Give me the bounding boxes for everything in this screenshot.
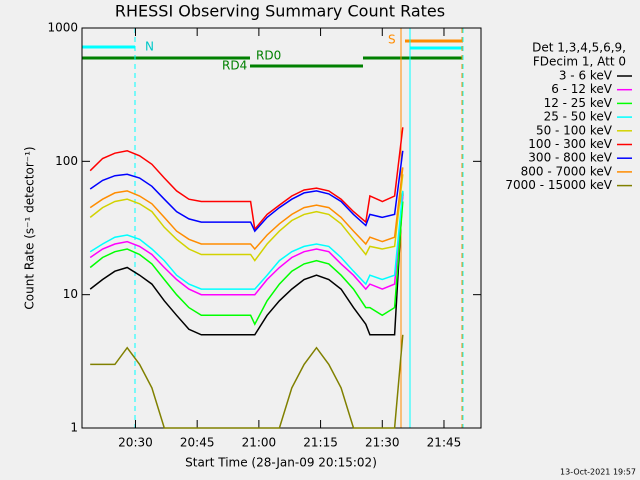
x-tick-label: 21:45 bbox=[427, 436, 462, 450]
x-tick-label: 20:30 bbox=[118, 436, 153, 450]
series-line bbox=[89, 174, 404, 262]
y-tick-label: 100 bbox=[55, 154, 78, 168]
legend-label: 3 - 6 keV bbox=[559, 69, 613, 83]
legend-label: 25 - 50 keV bbox=[544, 110, 613, 124]
y-tick-label: 1000 bbox=[47, 21, 78, 35]
y-tick-label: 10 bbox=[63, 287, 78, 301]
chart-title: RHESSI Observing Summary Count Rates bbox=[115, 2, 445, 21]
x-tick-label: 20:45 bbox=[180, 436, 215, 450]
legend-label: 100 - 300 keV bbox=[528, 137, 612, 151]
x-tick-label: 21:00 bbox=[242, 436, 277, 450]
series-line bbox=[89, 190, 404, 290]
state-bars: N RD0 RD4 S bbox=[81, 28, 464, 428]
series-line bbox=[89, 190, 404, 336]
legend-label: 50 - 100 keV bbox=[536, 123, 613, 137]
annotation: RD0 bbox=[256, 49, 281, 63]
series-line bbox=[89, 195, 404, 296]
footer: 13-Oct-2021 19:57 bbox=[560, 468, 636, 477]
legend-label: 800 - 7000 keV bbox=[521, 164, 613, 178]
series-line bbox=[89, 127, 404, 231]
series-line bbox=[89, 150, 404, 233]
series-line bbox=[90, 334, 404, 429]
legend-label: 12 - 25 keV bbox=[544, 96, 613, 110]
x-tick-label: 21:30 bbox=[365, 436, 400, 450]
series-line bbox=[89, 167, 404, 251]
x-axis-label: Start Time (28-Jan-09 20:15:02) bbox=[185, 456, 377, 470]
y-tick-label: 1 bbox=[70, 421, 78, 435]
legend-label: 7000 - 15000 keV bbox=[505, 178, 612, 192]
plot-frame bbox=[81, 27, 482, 429]
legend-header: FDecim 1, Att 0 bbox=[533, 55, 626, 69]
legend-label: 6 - 12 keV bbox=[551, 82, 613, 96]
x-tick-label: 21:15 bbox=[303, 436, 338, 450]
annotation: RD4 bbox=[222, 59, 247, 73]
annotation: N bbox=[145, 40, 154, 54]
series-line bbox=[89, 201, 404, 326]
annotation: S bbox=[388, 33, 396, 47]
legend-label: 300 - 800 keV bbox=[528, 151, 612, 165]
legend-header: Det 1,3,4,5,6,9, bbox=[532, 41, 626, 55]
y-axis-label: Count Rate (s⁻¹ detector⁻¹) bbox=[23, 146, 37, 309]
